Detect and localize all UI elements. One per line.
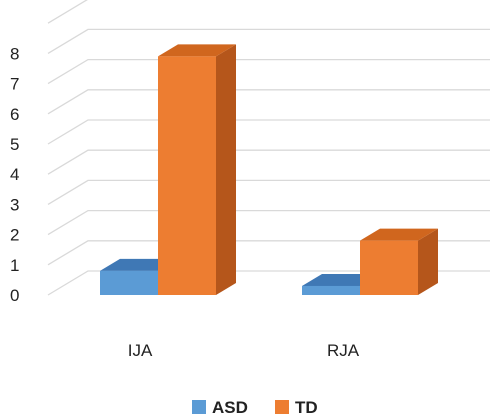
y-axis-ticks: 0 1 2 3 4 5 6 7 8 [10,44,19,305]
bar-front [360,240,418,295]
gridline [47,28,490,54]
bars [100,44,438,295]
gridline [47,209,490,236]
bar-side [216,44,236,295]
gridline [47,270,490,296]
gridline [47,58,490,85]
y-tick-label: 8 [10,44,19,63]
legend: ASD TD [192,398,318,417]
y-tick-label: 2 [10,226,19,245]
y-tick-label: 1 [10,256,19,275]
gridline [47,179,490,205]
y-tick-label: 3 [10,195,19,214]
legend-swatch-td [275,400,289,414]
gridline [47,149,490,175]
bar-top [158,44,236,57]
bar-td-ija [158,44,236,295]
y-tick-label: 0 [10,286,19,305]
bar-td-rja [360,228,438,295]
legend-swatch-asd [192,400,206,414]
bar-front [100,270,158,295]
bar-side [418,228,438,295]
legend-label-td: TD [295,398,318,417]
gridline [47,240,490,266]
x-axis-categories: IJA RJA [128,341,360,360]
y-tick-label: 5 [10,135,19,154]
bar-front [302,285,360,295]
y-tick-label: 6 [10,105,19,124]
gridline [47,0,88,24]
legend-label-asd: ASD [212,398,248,417]
bar-top [360,228,438,241]
category-label: RJA [327,341,360,360]
gridlines [47,0,490,296]
category-label: IJA [128,341,153,360]
y-tick-label: 7 [10,75,19,94]
y-tick-label: 4 [10,165,19,184]
bar-front [158,56,216,295]
gridline [47,119,490,145]
gridline [47,89,490,115]
